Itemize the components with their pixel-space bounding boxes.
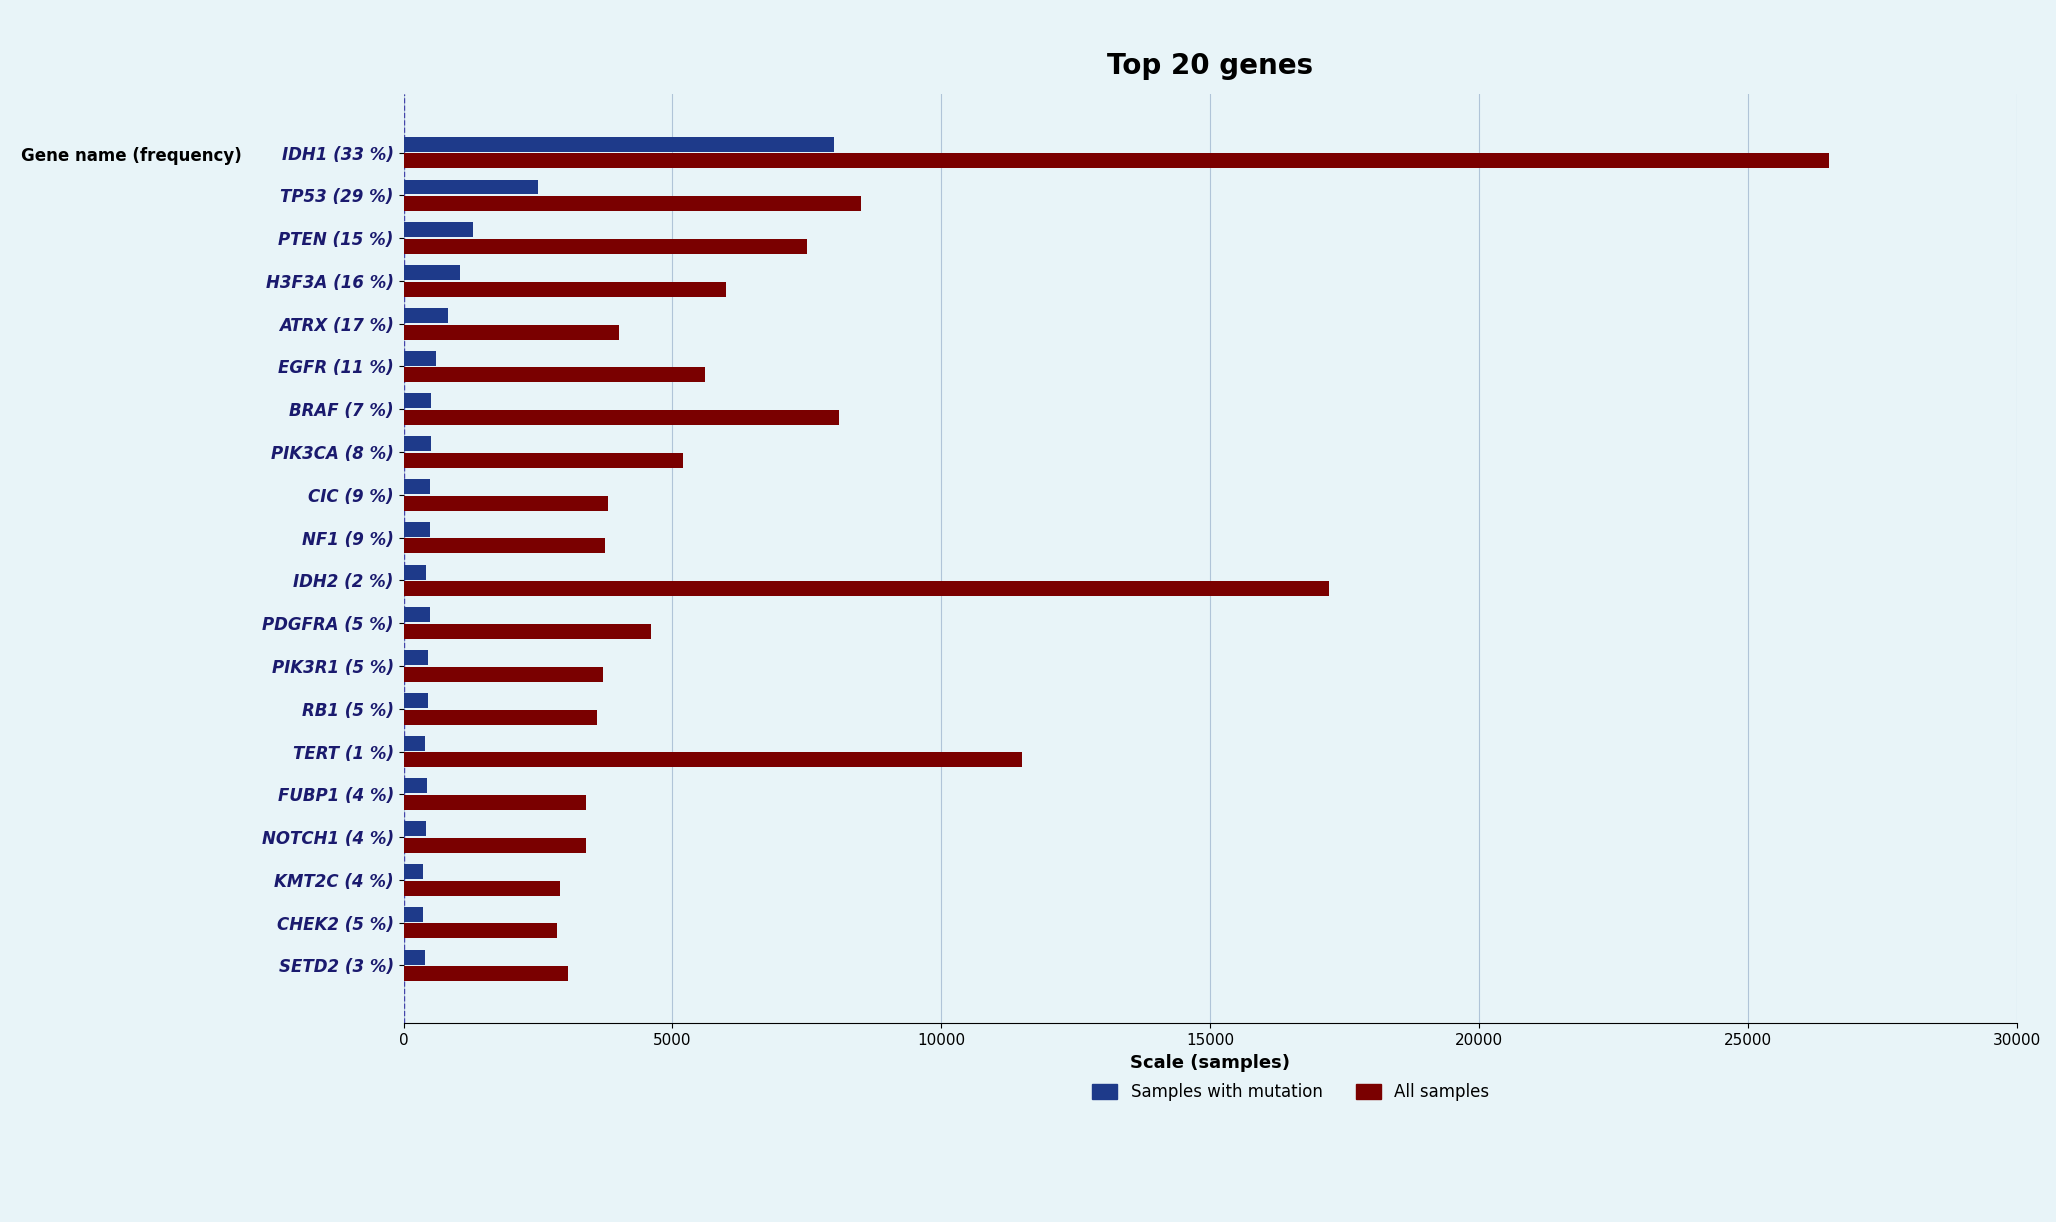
Bar <box>403 539 604 554</box>
Bar <box>403 308 448 323</box>
Bar <box>403 821 426 836</box>
Bar <box>403 667 602 682</box>
Text: Gene name (frequency): Gene name (frequency) <box>21 147 241 165</box>
Bar <box>403 736 426 750</box>
Bar <box>403 436 432 451</box>
Bar <box>403 368 705 382</box>
Bar <box>403 282 726 297</box>
Bar <box>403 325 619 340</box>
Bar <box>403 582 1328 596</box>
Bar <box>403 924 557 938</box>
Bar <box>403 240 806 254</box>
Bar <box>403 949 426 964</box>
Bar <box>403 624 652 639</box>
Bar <box>403 753 1022 767</box>
Bar <box>403 154 1828 169</box>
Bar <box>403 650 428 665</box>
Bar <box>403 693 428 708</box>
Bar <box>403 565 426 579</box>
Bar <box>403 351 436 365</box>
Title: Top 20 genes: Top 20 genes <box>1108 51 1314 79</box>
Bar <box>403 411 839 425</box>
X-axis label: Scale (samples): Scale (samples) <box>1131 1053 1291 1072</box>
Bar <box>403 197 861 211</box>
Bar <box>403 180 539 194</box>
Bar <box>403 864 424 879</box>
Bar <box>403 710 596 725</box>
Bar <box>403 522 430 536</box>
Bar <box>403 607 430 622</box>
Bar <box>403 453 683 468</box>
Bar <box>403 881 559 896</box>
Bar <box>403 778 428 793</box>
Bar <box>403 967 567 981</box>
Bar <box>403 796 586 810</box>
Bar <box>403 393 432 408</box>
Bar <box>403 496 609 511</box>
Bar <box>403 907 424 921</box>
Bar <box>403 838 586 853</box>
Bar <box>403 265 461 280</box>
Bar <box>403 479 430 494</box>
Bar <box>403 222 473 237</box>
Legend: Samples with mutation, All samples: Samples with mutation, All samples <box>1086 1077 1497 1108</box>
Bar <box>403 137 835 152</box>
